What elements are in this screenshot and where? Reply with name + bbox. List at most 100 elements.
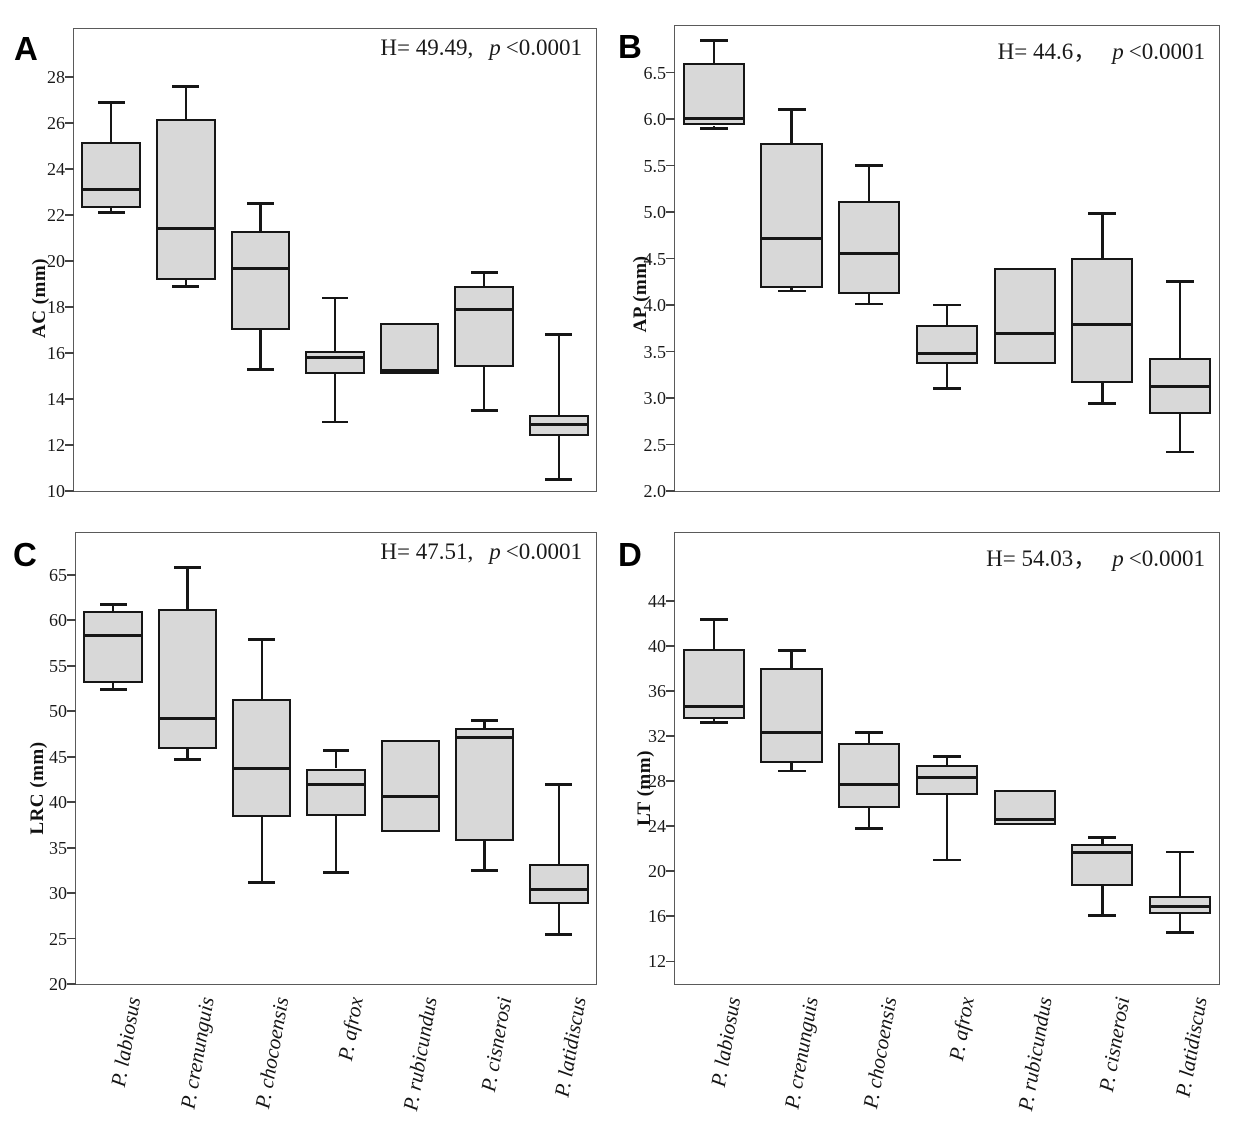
y-tick-mark — [65, 306, 74, 309]
p-symbol: p — [489, 35, 501, 60]
whisker-cap — [699, 126, 728, 130]
y-tick-mark — [67, 619, 76, 622]
whisker-cap — [545, 933, 573, 937]
y-tick-mark — [67, 755, 76, 758]
median-line — [379, 368, 440, 372]
y-tick-mark — [666, 443, 675, 446]
y-tick-mark — [666, 870, 675, 873]
median-line — [454, 736, 515, 740]
whisker-cap — [172, 85, 200, 88]
y-tick-mark — [666, 599, 675, 602]
whisker-line — [259, 203, 262, 232]
x-tick-label: P. labiosus — [706, 995, 746, 1089]
median-line — [81, 188, 142, 192]
x-tick-label: P. latidiscus — [1170, 995, 1212, 1099]
boxplot-box — [232, 699, 292, 817]
whisker-line — [557, 784, 561, 864]
median-line — [760, 236, 823, 240]
y-tick-mark — [67, 710, 76, 713]
y-tick-label: 5.5 — [643, 155, 667, 176]
x-tick-label: P. rubicundus — [1012, 995, 1057, 1113]
whisker-line — [1101, 837, 1104, 845]
x-tick-label: P. chocoensis — [250, 995, 294, 1111]
whisker-line — [868, 165, 871, 201]
x-tick-label: P. chocoensis — [857, 995, 901, 1111]
whisker-line — [945, 305, 949, 325]
whisker-cap — [777, 108, 806, 112]
y-tick-mark — [67, 801, 76, 804]
whisker-line — [184, 86, 188, 119]
y-tick-label: 10 — [47, 481, 65, 501]
y-tick-label: 24 — [47, 159, 65, 180]
y-tick-label: 16 — [47, 343, 65, 364]
y-tick-label: 45 — [49, 746, 67, 767]
median-line — [993, 332, 1056, 336]
median-line — [156, 227, 216, 231]
whisker-cap — [1166, 850, 1195, 854]
median-line — [760, 731, 823, 735]
boxplot-box — [454, 728, 515, 842]
y-tick-label: 36 — [648, 680, 666, 701]
whisker-cap — [247, 367, 274, 371]
whisker-cap — [777, 769, 806, 773]
whisker-cap — [322, 870, 350, 874]
y-tick-mark — [65, 214, 74, 217]
median-line — [682, 116, 745, 120]
boxplot-box — [83, 611, 143, 684]
boxplot-box — [760, 143, 823, 289]
h-statistic: H= 47.51, — [380, 539, 474, 564]
whisker-cap — [855, 302, 884, 306]
y-tick-mark — [666, 960, 675, 963]
whisker-cap — [470, 271, 498, 275]
boxplot-box — [915, 765, 979, 795]
x-tick-label: P. crenunguis — [175, 995, 220, 1111]
whisker-line — [790, 763, 793, 771]
panel-c-plot-area: H= 47.51, p <0.0001 20 25 30 35 40 45 50 55 60 65 — [49, 532, 597, 994]
whisker-cap — [777, 648, 806, 652]
y-tick-label: 26 — [47, 113, 65, 134]
whisker-cap — [1088, 402, 1117, 405]
panel-a-plot-area: H= 49.49, p <0.0001 10 12 14 16 18 20 22 24 26 28 — [47, 28, 597, 501]
whisker-cap — [1166, 450, 1195, 454]
median-line — [529, 887, 589, 891]
panel-d-plot-area: H= 54.03， p <0.0001 12 16 20 24 28 32 36 40 44 — [648, 532, 1220, 985]
p-symbol: p — [489, 539, 501, 564]
y-tick-label: 18 — [47, 297, 65, 318]
whisker-cap — [545, 478, 573, 481]
y-tick-label: 22 — [47, 205, 65, 226]
median-line — [83, 634, 143, 638]
y-tick-mark — [666, 915, 675, 918]
median-line — [306, 783, 366, 787]
whisker-line — [333, 297, 337, 351]
y-tick-label: 20 — [648, 861, 666, 882]
median-line — [838, 252, 901, 256]
y-tick-label: 5.0 — [643, 202, 667, 222]
median-line — [1149, 385, 1212, 389]
boxplot-box — [682, 649, 745, 720]
whisker-cap — [1166, 930, 1195, 934]
h-statistic: H= 49.49, — [380, 35, 474, 60]
whisker-line — [557, 903, 561, 935]
panel-letter-b: B — [618, 28, 642, 65]
y-tick-label: 50 — [49, 701, 67, 722]
boxplot-box — [760, 668, 823, 763]
whisker-cap — [470, 409, 498, 412]
whisker-cap — [1088, 913, 1117, 917]
y-tick-label: 2.0 — [643, 481, 667, 501]
median-line — [682, 705, 745, 709]
whisker-cap — [545, 333, 573, 337]
whisker-cap — [933, 387, 961, 391]
boxplot-box — [380, 740, 440, 833]
p-value: <0.0001 — [505, 35, 582, 60]
whisker-cap — [99, 603, 127, 607]
whisker-cap — [855, 164, 884, 167]
y-tick-mark — [67, 937, 76, 940]
whisker-cap — [322, 748, 350, 752]
y-tick-label: 40 — [648, 635, 666, 656]
whisker-line — [1178, 281, 1182, 358]
y-tick-mark — [65, 444, 74, 446]
y-tick-mark — [65, 398, 74, 400]
boxplot-box — [915, 324, 979, 364]
whisker-line — [868, 732, 871, 743]
whisker-line — [333, 373, 337, 423]
